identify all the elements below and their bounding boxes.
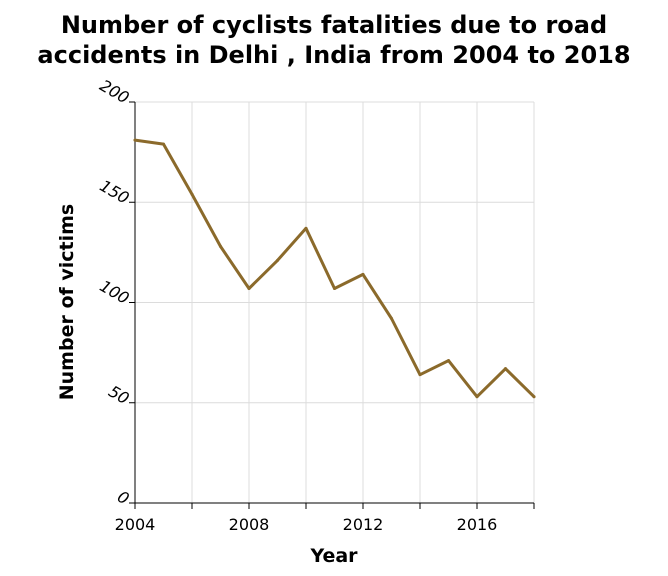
y-tick-label: 0 xyxy=(114,487,132,509)
data-point xyxy=(133,138,137,142)
data-point xyxy=(276,258,279,262)
data-point xyxy=(504,367,507,371)
data-point xyxy=(190,192,194,196)
chart-title-line-2: accidents in Delhi , India from 2004 to … xyxy=(37,41,630,69)
y-tick-label: 150 xyxy=(97,176,133,208)
x-tick-label: 2016 xyxy=(457,515,498,534)
x-tick-label: 2004 xyxy=(115,515,156,534)
data-point xyxy=(247,286,251,290)
data-points xyxy=(133,138,536,399)
y-tick-label: 100 xyxy=(97,276,133,308)
chart-title-line-1: Number of cyclists fatalities due to roa… xyxy=(61,11,607,39)
data-point xyxy=(219,244,222,248)
data-point xyxy=(475,395,479,399)
grid xyxy=(134,101,535,504)
data-point xyxy=(162,142,165,146)
data-point xyxy=(390,317,393,321)
data-point xyxy=(333,286,336,290)
data-point xyxy=(418,373,422,377)
data-point xyxy=(532,395,536,399)
y-tick-label: 50 xyxy=(105,382,132,409)
x-tick-label: 2008 xyxy=(229,515,270,534)
y-axis-label: Number of victims xyxy=(56,204,78,401)
data-point xyxy=(447,359,450,363)
series-line xyxy=(133,138,536,399)
data-point xyxy=(361,272,365,276)
y-tick-label: 200 xyxy=(97,76,133,108)
x-axis-label: Year xyxy=(309,545,358,567)
x-tick-label: 2012 xyxy=(343,515,384,534)
data-point xyxy=(304,226,308,230)
